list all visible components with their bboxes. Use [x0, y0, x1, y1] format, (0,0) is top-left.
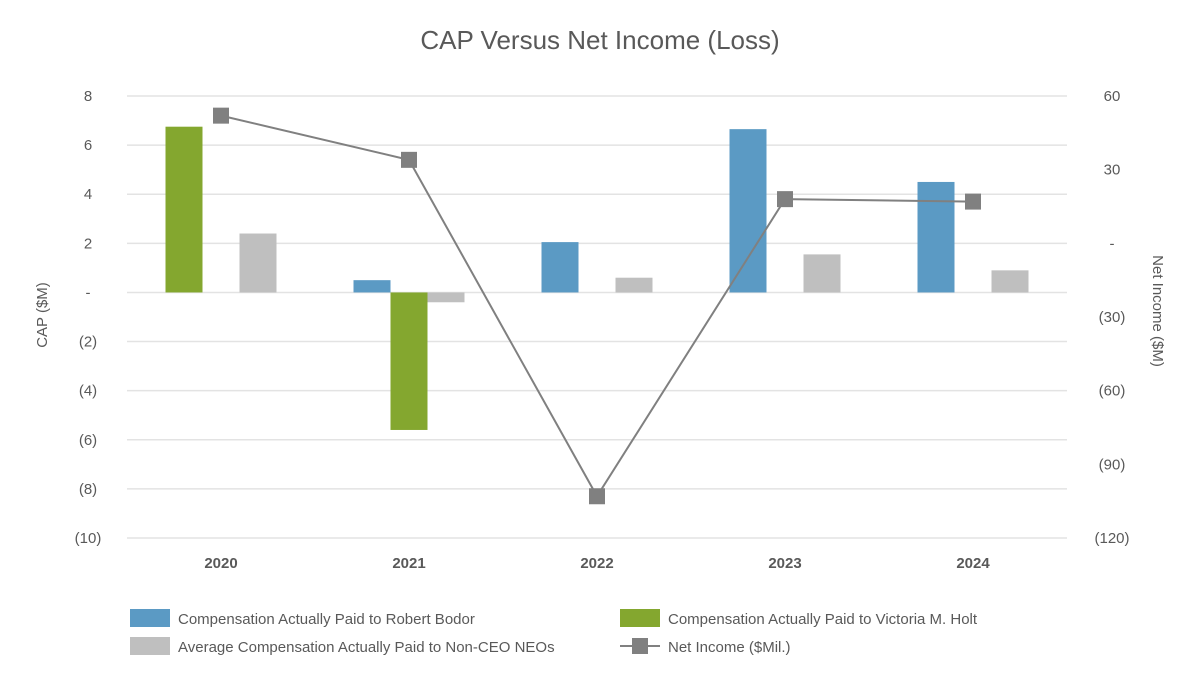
legend: Compensation Actually Paid to Robert Bod…	[130, 609, 978, 656]
net-income-line	[213, 107, 981, 505]
y2-tick-label: 60	[1104, 88, 1121, 105]
bar-average-compensation-actually-paid-to-non-ceo-neos-2023	[803, 254, 841, 293]
y-tick-label: -	[86, 284, 91, 301]
bar-compensation-actually-paid-to-robert-bodor-2023	[729, 129, 767, 293]
y-tick-label: (10)	[75, 530, 102, 547]
y2-tick-label: -	[1110, 235, 1115, 252]
bar-compensation-actually-paid-to-robert-bodor-2021	[353, 280, 391, 293]
x-tick-label-2020: 2020	[204, 555, 237, 572]
y2-tick-label: (30)	[1099, 309, 1126, 326]
net-income-marker-2024	[965, 193, 981, 210]
x-tick-label-2022: 2022	[580, 555, 613, 572]
y-tick-label: (8)	[79, 481, 97, 498]
legend-label: Net Income ($Mil.)	[668, 639, 791, 656]
net-income-marker-2020	[213, 107, 229, 124]
net-income-marker-2023	[777, 191, 793, 208]
legend-swatch	[620, 609, 660, 627]
bars	[165, 126, 1029, 430]
y2-tick-label: 30	[1104, 162, 1121, 179]
legend-label: Compensation Actually Paid to Robert Bod…	[178, 611, 475, 628]
bar-compensation-actually-paid-to-victoria-m-holt-2021	[390, 292, 428, 430]
x-tick-label-2024: 2024	[956, 555, 990, 572]
bar-average-compensation-actually-paid-to-non-ceo-neos-2021	[427, 292, 465, 303]
bar-average-compensation-actually-paid-to-non-ceo-neos-2024	[991, 270, 1029, 293]
y2-axis-ticks: 60 30 - (30) (60) (90) (120)	[1094, 88, 1129, 547]
x-tick-label-2023: 2023	[768, 555, 801, 572]
y2-tick-label: (120)	[1094, 530, 1129, 547]
y-tick-label: 8	[84, 88, 92, 105]
legend-label: Average Compensation Actually Paid to No…	[178, 639, 555, 656]
bar-average-compensation-actually-paid-to-non-ceo-neos-2022	[615, 277, 653, 293]
bar-compensation-actually-paid-to-robert-bodor-2024	[917, 181, 955, 293]
y-tick-label: 6	[84, 137, 92, 154]
y-axis-ticks: 8 6 4 2 - (2) (4) (6) (8) (10)	[75, 88, 102, 547]
y-tick-label: (4)	[79, 383, 97, 400]
legend-label: Compensation Actually Paid to Victoria M…	[668, 611, 978, 628]
y2-tick-label: (60)	[1099, 383, 1126, 400]
legend-swatch	[130, 637, 170, 655]
y-axis-label: CAP ($M)	[34, 282, 51, 348]
x-tick-label-2021: 2021	[392, 555, 425, 572]
bar-average-compensation-actually-paid-to-non-ceo-neos-2020	[239, 233, 277, 293]
chart-title: CAP Versus Net Income (Loss)	[420, 25, 779, 55]
y-tick-label: (6)	[79, 432, 97, 449]
net-income-marker-2022	[589, 488, 605, 505]
bar-compensation-actually-paid-to-robert-bodor-2022	[541, 242, 579, 293]
legend-marker	[632, 638, 648, 654]
x-axis-labels: 2020 2021 2022 2023 2024	[204, 555, 990, 572]
y-tick-label: 2	[84, 235, 92, 252]
net-income-marker-2021	[401, 151, 417, 168]
legend-swatch	[130, 609, 170, 627]
y2-tick-label: (90)	[1099, 456, 1126, 473]
y-tick-label: (2)	[79, 334, 97, 351]
grid-lines	[127, 95, 1067, 539]
bar-compensation-actually-paid-to-victoria-m-holt-2020	[165, 126, 203, 293]
y-tick-label: 4	[84, 186, 92, 203]
y2-axis-label: Net Income ($M)	[1149, 255, 1166, 367]
